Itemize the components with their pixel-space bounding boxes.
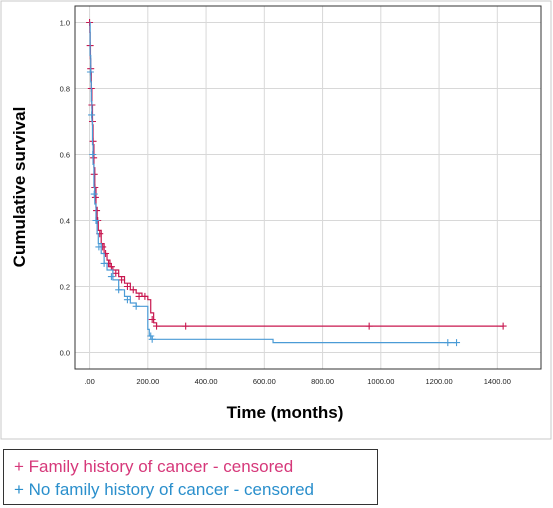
grid bbox=[75, 6, 541, 369]
y-tick-label: 1.0 bbox=[60, 19, 70, 28]
censor-mark bbox=[148, 335, 156, 343]
plot-area bbox=[74, 5, 542, 370]
censor-mark bbox=[123, 296, 131, 304]
censor-mark bbox=[453, 339, 461, 347]
censor-mark bbox=[182, 322, 190, 330]
censor-mark bbox=[89, 151, 97, 158]
x-axis-label: Time (months) bbox=[227, 403, 344, 422]
censor-mark bbox=[100, 259, 108, 267]
x-tick-label: 1000.00 bbox=[367, 377, 394, 386]
censor-mark bbox=[444, 339, 452, 347]
legend: + Family history of cancer - censored + … bbox=[3, 449, 378, 505]
x-tick-label: 600.00 bbox=[253, 377, 276, 386]
censor-mark bbox=[123, 283, 131, 290]
x-tick-label: 200.00 bbox=[136, 377, 159, 386]
censor-mark bbox=[90, 190, 98, 198]
censor-mark bbox=[92, 217, 100, 224]
survival-chart: .00 200.00 400.00 600.00 800.00 1000.00 1200.0… bbox=[0, 0, 552, 440]
censor-mark bbox=[499, 322, 507, 330]
censor-mark bbox=[141, 292, 149, 300]
censor-mark bbox=[115, 286, 123, 294]
legend-item-no-family-history: + No family history of cancer - censored bbox=[14, 480, 314, 499]
y-tick-label: 0.0 bbox=[60, 349, 70, 358]
y-tick-label: 0.6 bbox=[60, 151, 70, 160]
y-tick-label: 0.4 bbox=[60, 217, 70, 226]
series-line-no-family-history bbox=[89, 21, 457, 344]
x-tick-label: 1200.00 bbox=[426, 377, 453, 386]
y-tick-label: 0.2 bbox=[60, 283, 70, 292]
censor-mark bbox=[129, 286, 137, 294]
legend-item-family-history: + Family history of cancer - censored bbox=[14, 457, 294, 476]
x-tick-label: 800.00 bbox=[311, 377, 334, 386]
censor-mark bbox=[148, 316, 156, 323]
censor-mark bbox=[107, 273, 115, 281]
y-axis-label: Cumulative survival bbox=[10, 107, 29, 268]
x-tick-label: 1400.00 bbox=[484, 377, 511, 386]
censor-mark bbox=[147, 332, 155, 340]
y-tick-label: 0.8 bbox=[60, 85, 70, 94]
censor-mark bbox=[365, 322, 373, 330]
censor-mark bbox=[107, 263, 115, 271]
tick-labels: .00 200.00 400.00 600.00 800.00 1000.00 1200.0… bbox=[60, 19, 511, 387]
censor-mark bbox=[132, 302, 140, 310]
x-tick-label: 400.00 bbox=[195, 377, 218, 386]
censor-mark bbox=[95, 243, 103, 251]
series-layer bbox=[86, 19, 507, 347]
censor-mark bbox=[153, 322, 161, 330]
censor-mark bbox=[88, 111, 96, 119]
x-tick-label: .00 bbox=[84, 377, 94, 386]
censor-mark bbox=[86, 68, 94, 76]
